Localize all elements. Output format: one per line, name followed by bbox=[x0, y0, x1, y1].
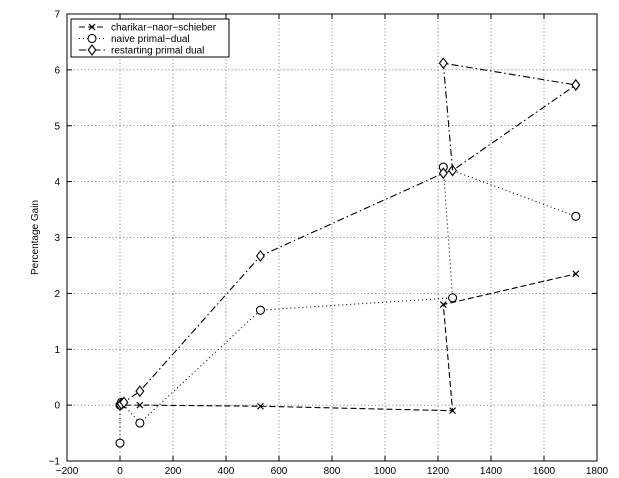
data-point bbox=[571, 79, 581, 91]
y-axis-label: Percentage Gain bbox=[30, 200, 41, 275]
x-tick-label: 600 bbox=[271, 466, 288, 477]
series-naive-primal-dual bbox=[115, 162, 581, 448]
legend-marker bbox=[87, 44, 97, 56]
y-tick-label: −1 bbox=[49, 457, 61, 468]
x-tick-label: 1800 bbox=[586, 466, 609, 477]
legend-label: naive primal−dual bbox=[111, 34, 190, 45]
marker-stroke bbox=[257, 402, 264, 410]
data-point bbox=[135, 418, 145, 428]
data-point bbox=[438, 167, 448, 180]
series-line bbox=[119, 166, 576, 444]
legend-item: restarting primal dual bbox=[79, 44, 204, 57]
data-point bbox=[571, 211, 581, 221]
legend-marker bbox=[88, 23, 96, 31]
data-point bbox=[135, 385, 145, 398]
x-tick-label: 1200 bbox=[427, 466, 450, 477]
data-point bbox=[115, 438, 125, 448]
data-point bbox=[257, 402, 264, 410]
x-tick-label: 1600 bbox=[533, 466, 556, 477]
x-tick-label: −200 bbox=[56, 466, 79, 477]
series-line bbox=[442, 62, 576, 171]
marker-stroke bbox=[88, 23, 96, 31]
data-point bbox=[255, 305, 266, 315]
grid-lines bbox=[67, 14, 597, 461]
y-tick-label: 3 bbox=[54, 233, 60, 244]
series-layer bbox=[115, 57, 581, 448]
y-tick-label: 7 bbox=[54, 10, 60, 21]
legend-item: naive primal−dual bbox=[79, 33, 190, 45]
data-point bbox=[572, 270, 580, 278]
x-tick-label: 200 bbox=[165, 466, 182, 477]
y-tick-label: 6 bbox=[54, 65, 60, 76]
data-point bbox=[439, 301, 447, 308]
series-restarting-branch-3 bbox=[438, 57, 581, 171]
marker-stroke bbox=[572, 270, 580, 278]
data-point bbox=[438, 57, 448, 70]
y-tick-label: 4 bbox=[54, 177, 60, 188]
y-tick-label: 1 bbox=[54, 345, 60, 356]
data-point bbox=[255, 250, 265, 262]
y-tick-label: 0 bbox=[54, 401, 60, 412]
legend-item: charikar−naor−schieber bbox=[79, 23, 217, 34]
legend-box bbox=[70, 18, 230, 58]
x-tick-label: 1000 bbox=[374, 466, 397, 477]
x-tick-label: 800 bbox=[324, 466, 341, 477]
data-point bbox=[449, 407, 456, 415]
y-tick-label: 5 bbox=[54, 121, 60, 132]
marker-stroke bbox=[439, 301, 447, 308]
data-point bbox=[448, 293, 458, 303]
marker-stroke bbox=[449, 407, 456, 415]
data-point bbox=[119, 396, 129, 409]
x-tick-label: 0 bbox=[117, 466, 123, 477]
legend-label: restarting primal dual bbox=[111, 46, 204, 57]
series-charikar-naor-schieber bbox=[116, 270, 580, 415]
data-point bbox=[136, 401, 144, 409]
legend-label: charikar−naor−schieber bbox=[111, 23, 217, 34]
x-tick-label: 400 bbox=[218, 466, 235, 477]
axis-ticks: −200 0 200 400 600 800 1000 1200 1400 1600 1800 −1 0… bbox=[49, 10, 609, 478]
y-tick-label: 2 bbox=[54, 289, 60, 300]
series-line bbox=[119, 84, 577, 406]
series-line bbox=[119, 273, 576, 412]
x-tick-label: 1400 bbox=[480, 466, 503, 477]
marker-stroke bbox=[136, 401, 144, 409]
legend-marker bbox=[87, 33, 97, 44]
series-restarting-primal-dual bbox=[115, 79, 581, 412]
